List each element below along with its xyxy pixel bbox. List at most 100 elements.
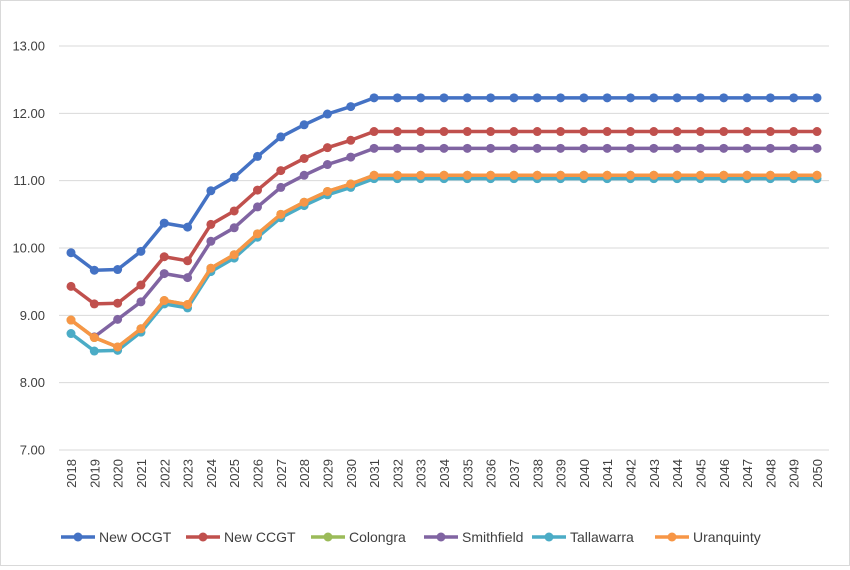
data-point: [89, 265, 99, 275]
x-tick-label: 2034: [437, 459, 452, 488]
data-point: [462, 170, 472, 180]
data-point: [276, 209, 286, 219]
x-tick-label: 2027: [274, 459, 289, 488]
data-point: [486, 170, 496, 180]
data-point: [439, 93, 449, 103]
x-tick-label: 2026: [251, 459, 266, 488]
data-point: [462, 143, 472, 153]
data-point: [416, 127, 426, 137]
data-point: [719, 93, 729, 103]
data-point: [812, 93, 822, 103]
y-tick-label: 12.00: [12, 106, 45, 121]
data-point: [229, 223, 239, 233]
data-point: [719, 143, 729, 153]
data-point: [742, 170, 752, 180]
data-point: [556, 93, 566, 103]
series-tallawarra: [66, 174, 822, 356]
data-point: [369, 127, 379, 137]
x-tick-label: 2050: [810, 459, 825, 488]
data-point: [556, 143, 566, 153]
data-point: [695, 143, 705, 153]
data-point: [626, 127, 635, 137]
x-tick-label: 2028: [297, 459, 312, 488]
data-point: [159, 296, 169, 306]
data-point: [509, 127, 519, 137]
legend-label: New OCGT: [99, 529, 172, 545]
legend-item: New CCGT: [186, 529, 296, 545]
series-uranquinty: [66, 170, 822, 352]
x-tick-label: 2025: [227, 459, 242, 488]
data-point: [89, 346, 99, 356]
data-point: [556, 127, 566, 137]
x-tick-label: 2022: [157, 459, 172, 488]
x-tick-label: 2041: [600, 459, 615, 488]
data-point: [626, 170, 635, 180]
data-point: [113, 342, 123, 352]
legend-marker: [436, 532, 446, 542]
data-point: [276, 132, 286, 142]
legend-label: Colongra: [349, 529, 406, 545]
legend-item: New OCGT: [61, 529, 172, 545]
data-point: [462, 93, 472, 103]
data-point: [253, 151, 262, 161]
data-point: [602, 170, 612, 180]
data-point: [369, 93, 379, 103]
data-point: [113, 298, 123, 308]
y-tick-label: 8.00: [20, 375, 45, 390]
data-point: [439, 143, 449, 153]
x-tick-label: 2042: [624, 459, 639, 488]
data-point: [672, 127, 682, 137]
x-tick-label: 2021: [134, 459, 149, 488]
data-point: [229, 172, 239, 182]
data-point: [253, 229, 262, 239]
data-point: [742, 127, 752, 137]
data-point: [556, 170, 566, 180]
x-tick-label: 2033: [414, 459, 429, 488]
legend-item: Tallawarra: [532, 529, 634, 545]
data-point: [183, 256, 193, 266]
data-point: [532, 170, 542, 180]
data-point: [392, 127, 402, 137]
legend-marker: [198, 532, 208, 542]
x-tick-label: 2030: [344, 459, 359, 488]
legend-item: Smithfield: [424, 529, 523, 545]
legend-label: Smithfield: [462, 529, 523, 545]
data-point: [672, 170, 682, 180]
data-point: [765, 143, 775, 153]
x-tick-label: 2040: [577, 459, 592, 488]
data-point: [369, 170, 379, 180]
x-tick-label: 2035: [460, 459, 475, 488]
data-point: [789, 93, 799, 103]
data-point: [183, 222, 193, 232]
data-point: [369, 143, 379, 153]
legend-marker: [73, 532, 83, 542]
data-point: [392, 170, 402, 180]
data-point: [742, 93, 752, 103]
x-tick-label: 2045: [693, 459, 708, 488]
data-point: [89, 333, 99, 343]
data-point: [695, 127, 705, 137]
x-tick-label: 2020: [111, 459, 126, 488]
data-point: [276, 166, 286, 176]
series-new-ccgt: [66, 127, 822, 309]
data-point: [789, 127, 799, 137]
data-point: [346, 135, 356, 145]
data-point: [439, 127, 449, 137]
data-point: [346, 179, 356, 189]
data-point: [765, 93, 775, 103]
data-point: [66, 248, 76, 258]
data-point: [579, 170, 589, 180]
data-point: [532, 127, 542, 137]
series-lines: [66, 93, 822, 356]
data-point: [253, 185, 262, 195]
x-tick-label: 2047: [740, 459, 755, 488]
data-point: [89, 299, 99, 309]
data-point: [579, 93, 589, 103]
data-point: [626, 143, 635, 153]
data-point: [695, 170, 705, 180]
data-point: [206, 219, 216, 229]
x-tick-label: 2018: [64, 459, 79, 488]
data-point: [462, 127, 472, 137]
x-tick-label: 2046: [717, 459, 732, 488]
